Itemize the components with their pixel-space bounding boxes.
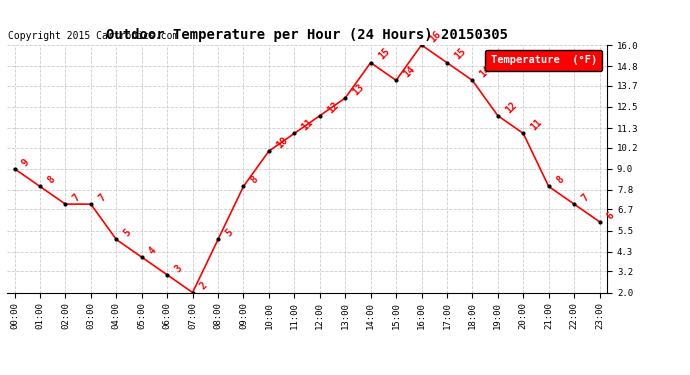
Text: 8: 8 xyxy=(249,174,260,186)
Text: 5: 5 xyxy=(224,228,235,238)
Text: 8: 8 xyxy=(554,174,566,186)
Text: 9: 9 xyxy=(20,157,31,168)
Text: 16: 16 xyxy=(427,29,442,44)
Text: 10: 10 xyxy=(275,135,290,150)
Text: 15: 15 xyxy=(453,46,468,62)
Text: 4: 4 xyxy=(147,245,159,256)
Text: 5: 5 xyxy=(122,228,133,238)
Text: 11: 11 xyxy=(300,117,315,133)
Text: 8: 8 xyxy=(46,174,57,186)
Text: 13: 13 xyxy=(351,82,366,97)
Text: 6: 6 xyxy=(605,210,616,221)
Text: 7: 7 xyxy=(580,192,591,203)
Text: 14: 14 xyxy=(478,64,493,80)
Text: 12: 12 xyxy=(504,99,519,115)
Text: Copyright 2015 Cartronics.com: Copyright 2015 Cartronics.com xyxy=(8,32,179,41)
Text: 15: 15 xyxy=(376,46,392,62)
Text: 7: 7 xyxy=(97,192,108,203)
Legend: Temperature  (°F): Temperature (°F) xyxy=(485,50,602,70)
Text: 11: 11 xyxy=(529,117,544,133)
Text: 14: 14 xyxy=(402,64,417,80)
Text: 7: 7 xyxy=(71,192,82,203)
Title: Outdoor Temperature per Hour (24 Hours) 20150305: Outdoor Temperature per Hour (24 Hours) … xyxy=(106,28,508,42)
Text: 12: 12 xyxy=(325,99,341,115)
Text: 3: 3 xyxy=(172,263,184,274)
Text: 2: 2 xyxy=(198,280,209,292)
